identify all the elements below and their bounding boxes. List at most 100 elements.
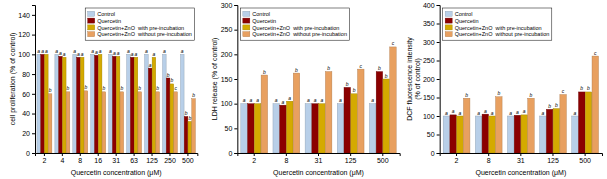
y-tick: 100 (18, 51, 35, 58)
legend-swatch (445, 32, 452, 37)
x-tick: 2 (455, 153, 459, 164)
y-tick-label: 350 (423, 20, 435, 27)
x-tick-label: 250 (164, 157, 176, 164)
bar (174, 92, 178, 153)
x-tick-label: 500 (579, 157, 591, 164)
y-tick-label: 150 (221, 76, 233, 83)
legend-swatch (88, 25, 95, 30)
bar (337, 104, 343, 153)
bar-annotation: b (353, 87, 356, 93)
tick-mark (187, 153, 188, 156)
x-tick: 31 (112, 153, 120, 164)
y-tick: 250 (423, 57, 440, 64)
bar-annotation: a (516, 109, 519, 115)
bar (127, 54, 131, 153)
legend-label: Quercetin+ZnO without pre-incubation (97, 31, 192, 37)
y-tick: 400 (423, 2, 440, 9)
figure: aaaaaaaaaaaaaaaabbaaaaaaabbbbbbbbbcb2481… (0, 0, 607, 179)
bar (66, 92, 70, 153)
legend-label: Quercetin (455, 18, 479, 24)
tick-mark (234, 128, 237, 129)
x-tick-label: 63 (130, 157, 138, 164)
x-tick-label: 8 (284, 157, 288, 164)
x-tick: 500 (182, 153, 194, 164)
y-tick-label: 200 (423, 76, 435, 83)
x-tick-label: 2 (455, 157, 459, 164)
bar-annotation: c (594, 50, 597, 56)
x-tick-label: 8 (487, 157, 491, 164)
bar (91, 54, 95, 153)
bar (560, 95, 566, 153)
bar (553, 109, 559, 153)
legend-swatch (445, 25, 452, 30)
y-tick: 140 (18, 12, 35, 19)
tick-mark (437, 42, 440, 43)
bar (496, 97, 502, 153)
bar (59, 56, 63, 153)
annotations: aaaaaaaabbaaabbbbbcc (445, 50, 597, 116)
y-tick-label: 250 (423, 57, 435, 64)
x-tick: 63 (130, 153, 138, 164)
legend-swatch (88, 18, 95, 23)
bar-annotation: a (282, 99, 285, 105)
x-tick: 500 (377, 153, 389, 164)
bar (120, 92, 124, 153)
bar-annotation: b (170, 77, 173, 83)
legend-swatch (88, 11, 95, 16)
legend-label: Quercetin+ZnO without pre-incubation (252, 31, 347, 37)
bar (443, 116, 449, 153)
y-tick: 200 (221, 51, 238, 58)
bar-annotation: c (360, 63, 363, 69)
bar-annotation: b (378, 65, 381, 71)
tick-mark (437, 153, 440, 154)
bars (241, 47, 396, 153)
legend: ControlQuercetinQuercetin+ZnO with pre-i… (240, 8, 349, 40)
y-tick: 0 (228, 150, 237, 157)
bar (73, 54, 77, 153)
legend-label: Control (97, 11, 115, 17)
bar-annotation: c (392, 40, 395, 46)
x-tick: 125 (146, 153, 158, 164)
bar (546, 109, 552, 153)
y-tick-label: 150 (423, 94, 435, 101)
bar (192, 99, 196, 153)
tick-mark (254, 153, 255, 156)
bar-annotation: a (314, 97, 317, 103)
bar (482, 114, 488, 153)
y-tick-label: 120 (18, 31, 30, 38)
x-tick: 4 (60, 153, 64, 164)
bar (450, 115, 456, 153)
bar (475, 116, 481, 153)
x-tick: 8 (78, 153, 82, 164)
y-tick-label: 0 (26, 150, 30, 157)
legend-label: Quercetin (252, 18, 276, 24)
bar (312, 104, 318, 153)
y-tick-label: 100 (18, 51, 30, 58)
bar (48, 94, 52, 153)
bar (112, 56, 116, 153)
bar (280, 105, 286, 153)
bar-annotation: a (243, 97, 246, 103)
bars (443, 56, 598, 153)
x-axis: 2831125500 (440, 153, 602, 164)
bar-annotation: a (117, 50, 120, 56)
x-tick-label: 31 (517, 157, 525, 164)
bar-annotation: a (249, 97, 252, 103)
bar (98, 54, 102, 153)
y-axis-title: LDH release (% of control) (211, 38, 219, 120)
bar-annotation: a (131, 51, 134, 57)
bar (369, 104, 375, 153)
bar (44, 54, 48, 153)
bar (84, 91, 88, 153)
bar-annotation: a (339, 97, 342, 103)
bar (116, 56, 120, 153)
bar-annotation: a (256, 97, 259, 103)
bar (344, 87, 350, 153)
panel: aaaaaaaabbaaabbbbbcc28311255000501001502… (211, 2, 400, 177)
x-tick-label: 31 (112, 157, 120, 164)
x-tick: 2 (42, 153, 46, 164)
bar (188, 121, 192, 153)
x-tick: 8 (284, 153, 288, 164)
bar-annotation: b (295, 67, 298, 73)
tick-mark (234, 54, 237, 55)
